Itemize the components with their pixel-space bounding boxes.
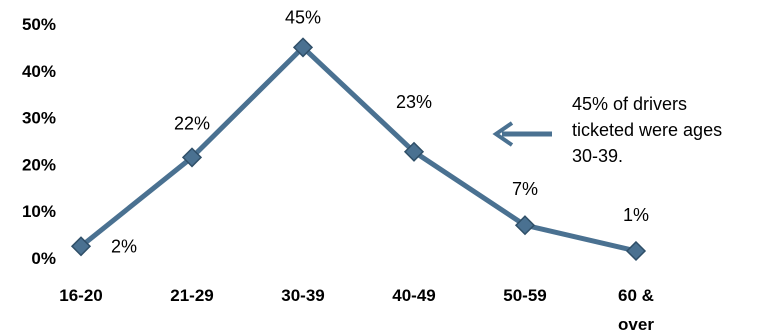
x-tick-label: 40-49 xyxy=(392,286,435,305)
arrow-left-icon xyxy=(492,121,514,147)
annotation: 45% of drivers ticketed were ages 30-39. xyxy=(492,94,722,166)
series-line xyxy=(78,44,639,254)
x-tick-label: 16-20 xyxy=(59,286,102,305)
annotation-text: 45% of drivers ticketed were ages 30-39. xyxy=(572,94,722,166)
diamond-marker xyxy=(625,240,647,262)
data-label: 2% xyxy=(111,236,137,256)
data-label: 45% xyxy=(285,7,321,27)
x-tick-label: 60 & over xyxy=(618,286,654,334)
data-label: 22% xyxy=(174,113,210,133)
y-axis: 0% 10% 20% 30% 40% 50% xyxy=(22,15,56,268)
diamond-marker xyxy=(181,147,203,168)
y-tick-label: 0% xyxy=(31,249,56,268)
data-labels: 2% 22% 45% 23% 7% 1% xyxy=(111,7,649,256)
y-tick-label: 30% xyxy=(22,109,56,128)
diamond-marker xyxy=(514,215,536,236)
data-label: 23% xyxy=(396,92,432,112)
data-label: 1% xyxy=(623,205,649,225)
y-tick-label: 20% xyxy=(22,155,56,174)
x-axis: 16-20 21-29 30-39 40-49 50-59 60 & over xyxy=(59,286,654,334)
series-path xyxy=(78,44,639,254)
y-tick-label: 10% xyxy=(22,202,56,221)
data-markers xyxy=(70,37,647,262)
y-tick-label: 50% xyxy=(22,15,56,34)
y-tick-label: 40% xyxy=(22,62,56,81)
data-label: 7% xyxy=(512,179,538,199)
x-tick-label: 50-59 xyxy=(503,286,546,305)
x-tick-label: 21-29 xyxy=(170,286,213,305)
diamond-marker xyxy=(403,141,425,162)
x-tick-label: 30-39 xyxy=(281,286,324,305)
diamond-marker xyxy=(292,37,314,58)
diamond-marker xyxy=(70,236,92,257)
